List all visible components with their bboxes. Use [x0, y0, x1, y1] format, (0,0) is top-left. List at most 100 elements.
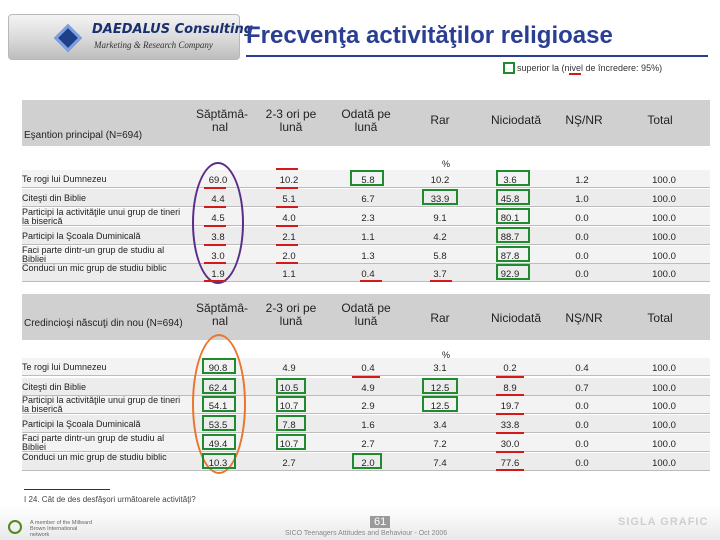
significance-green-box [202, 358, 236, 374]
cell-value: 0.4 [575, 363, 589, 374]
cell-value: 100.0 [652, 458, 676, 469]
cell-value: 100.0 [652, 194, 676, 205]
page-number: 61 [370, 516, 391, 528]
cell-value: 1.0 [575, 194, 589, 205]
leaf-icon [8, 520, 22, 534]
footnote-rule [24, 489, 110, 490]
row-label: Participi la Şcoala Duminicală [22, 420, 141, 429]
col-never: Niciodată [490, 113, 542, 127]
row-label: Conduci un mic grup de studiu biblic [22, 453, 167, 462]
cell-value: 4.0 [282, 213, 296, 224]
row-label: Participi la activităţile unui grup de t… [22, 396, 181, 414]
study-name: SICO Teenagers Attitudes and Behaviour -… [285, 530, 448, 537]
significance-green-box [276, 396, 306, 412]
significance-red-underline [496, 451, 524, 453]
significance-red-underline [496, 376, 524, 378]
cell-value: 100.0 [652, 213, 676, 224]
significance-red-underline [360, 280, 382, 282]
significance-red-underline [204, 187, 226, 189]
col-total: Total [647, 113, 673, 127]
sample-label: Eşantion principal (N=694) [24, 130, 143, 141]
col-rarely: Rar [430, 311, 450, 325]
significance-red-underline [496, 432, 524, 434]
significance-green-box [202, 434, 236, 450]
cell-value: 100.0 [652, 383, 676, 394]
cell-value: 0.0 [575, 458, 589, 469]
table-header: Credincioşi născuţi din nou (N=694) Săpt… [22, 294, 710, 340]
cell-value: 19.7 [500, 401, 520, 412]
significance-red-underline [496, 413, 524, 415]
cell-value: 6.7 [361, 194, 375, 205]
member-text: A member of the Millward Brown Internati… [30, 520, 93, 538]
significance-red-underline [204, 280, 226, 282]
col-never: Niciodată [490, 311, 542, 325]
cell-value: 10.7 [279, 439, 299, 450]
col-rarely: Rar [430, 113, 450, 127]
cell-value: 3.7 [433, 269, 447, 280]
table-main-sample: Eşantion principal (N=694) Săptămâ-nal 2… [22, 100, 710, 284]
row-label: Faci parte dintr-un grup de studiu al Bi… [22, 434, 165, 452]
cell-value: 30.0 [500, 439, 520, 450]
logo-tagline: Marketing & Research Company [94, 40, 213, 50]
cell-value: 100.0 [652, 401, 676, 412]
cell-value: 1.6 [361, 420, 375, 431]
row-label: Citeşti din Biblie [22, 194, 87, 203]
table-row: Participi la Şcoala Duminicală 3.8 2.1 1.1 4… [22, 227, 710, 245]
cell-value: 1.2 [575, 175, 589, 186]
footnote: I 24. Cât de des desfăşori următoarele a… [24, 495, 196, 504]
significance-green-box [496, 227, 530, 243]
row-label: Citeşti din Biblie [22, 383, 87, 392]
cell-value: 100.0 [652, 363, 676, 374]
cell-value: 0.0 [575, 420, 589, 431]
table-row: Participi la Şcoala Duminicală 53.5 7.8 1.6… [22, 415, 710, 433]
significance-green-box [276, 415, 306, 431]
significance-red-underline [352, 376, 380, 378]
cell-value: 7.2 [433, 439, 447, 450]
cell-value: 0.4 [361, 269, 375, 280]
row-label: Participi la Şcoala Duminicală [22, 232, 141, 241]
table-row: Citeşti din Biblie 62.4 10.5 4.9 12.5 8.9 0.7 1… [22, 378, 710, 396]
significance-red-underline [496, 394, 524, 396]
cell-value: 33.9 [430, 194, 450, 205]
cell-value: 3.6 [503, 175, 517, 186]
significance-green-box [496, 208, 530, 224]
slide-title: Frecvenţa activităţilor religioase [246, 22, 613, 49]
significance-green-box [350, 170, 384, 186]
significance-red-underline [276, 244, 298, 246]
cell-value: 33.8 [500, 420, 520, 431]
cell-value: 2.7 [282, 458, 296, 469]
table-row: Participi la activităţile unui grup de t… [22, 208, 710, 226]
cell-value: 4.9 [282, 363, 296, 374]
significance-red-underline [276, 225, 298, 227]
cell-value: 2.9 [361, 401, 375, 412]
row-label: Te rogi lui Dumnezeu [22, 363, 107, 372]
red-underline-icon [569, 73, 581, 75]
significance-green-box [276, 434, 306, 450]
col-weekly: Săptămâ-nal [196, 301, 249, 328]
cell-value: 0.2 [503, 363, 517, 374]
cell-value: 2.0 [282, 251, 296, 262]
cell-value: 2.7 [361, 439, 375, 450]
significance-red-underline [204, 244, 226, 246]
col-dk-nr: NŞ/NR [565, 311, 603, 325]
cell-value: 100.0 [652, 269, 676, 280]
cell-value: 1.1 [361, 232, 375, 243]
cell-value: 92.9 [500, 269, 520, 280]
cell-value: 0.4 [361, 363, 375, 374]
significance-green-box [202, 378, 236, 394]
cell-value: 7.8 [282, 420, 296, 431]
cell-value: 0.0 [575, 401, 589, 412]
member-badge: A member of the Millward Brown Internati… [8, 518, 98, 538]
significance-green-box [276, 378, 306, 394]
table-row: Te rogi lui Dumnezeu 90.8 4.9 0.4 3.1 0.2 0.4 1… [22, 358, 710, 376]
cell-value: 7.4 [433, 458, 447, 469]
significance-green-box [496, 170, 530, 186]
significance-green-box [496, 189, 530, 205]
cell-value: 12.5 [430, 401, 450, 412]
significance-green-box [496, 264, 530, 280]
cell-value: 10.2 [279, 175, 299, 186]
significance-red-underline [276, 262, 298, 264]
significance-green-box [202, 396, 236, 412]
significance-red-underline [204, 262, 226, 264]
green-square-icon [503, 62, 515, 74]
